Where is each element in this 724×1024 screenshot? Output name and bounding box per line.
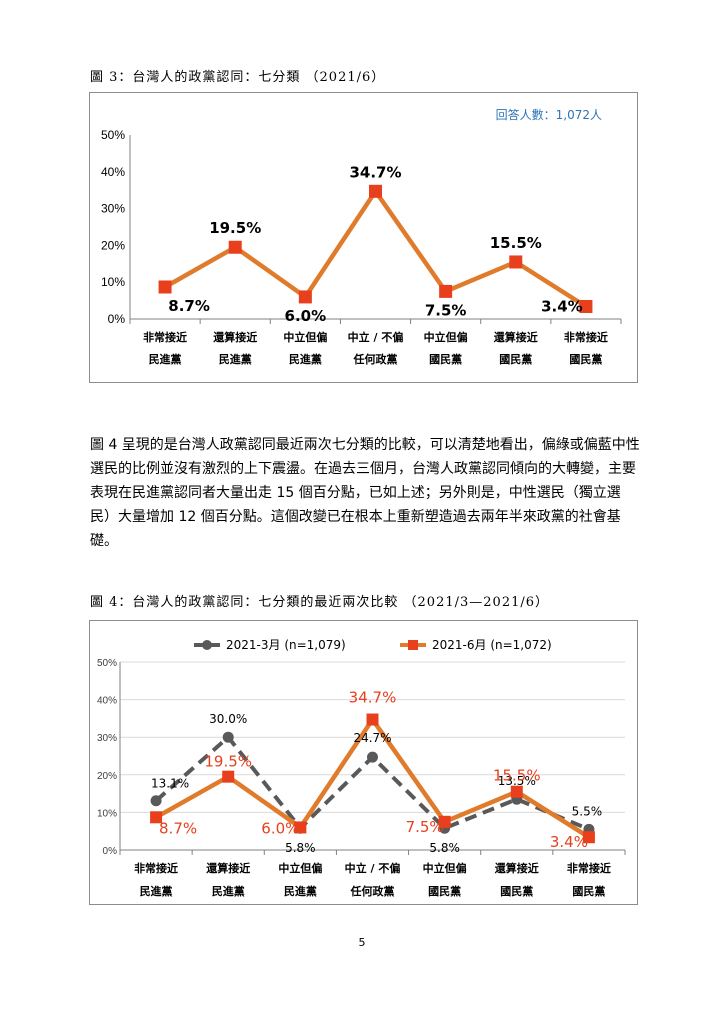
- fig4-series-june-marker: [222, 770, 235, 783]
- fig3-category-label: 國民黨: [499, 352, 532, 366]
- fig4-category-label: 國民黨: [500, 884, 533, 898]
- fig4-category-label: 還算接近: [495, 861, 539, 875]
- fig3-series-marker: [369, 184, 382, 198]
- fig4-category-label: 民進黨: [140, 884, 173, 898]
- fig3-category-label: 國民黨: [569, 352, 602, 366]
- fig3-ytick-label: 0%: [108, 312, 126, 326]
- fig3-category-label: 還算接近: [213, 330, 257, 344]
- fig4-series-march-marker: [367, 751, 378, 763]
- fig4-march-data-label: 5.8%: [429, 841, 460, 855]
- fig4-ytick-label: 50%: [97, 658, 117, 669]
- legend-marker-june: [408, 640, 418, 650]
- fig4-series-march-marker: [150, 795, 162, 807]
- fig3-category-label: 民進黨: [149, 352, 182, 366]
- fig3-data-label: 7.5%: [425, 301, 467, 319]
- fig3-series-marker: [298, 290, 312, 304]
- fig3-ytick-label: 20%: [101, 238, 125, 252]
- fig4-march-data-label: 5.5%: [572, 804, 603, 818]
- fig4-category-label: 中立但偏: [278, 861, 322, 875]
- respondents-label: 回答人數：1,072人: [496, 107, 602, 122]
- legend-label-march: 2021-3月 (n=1,079): [226, 638, 346, 652]
- fig4-category-label: 還算接近: [206, 861, 250, 875]
- fig4-series-june-marker: [366, 713, 379, 726]
- fig3-category-label: 民進黨: [289, 352, 322, 366]
- fig3-series-marker: [579, 299, 593, 313]
- fig4-ytick-label: 0%: [103, 846, 118, 857]
- fig4-ytick-label: 20%: [97, 771, 117, 782]
- fig4-series-june-marker: [150, 811, 163, 824]
- fig3-data-label: 34.7%: [349, 163, 401, 181]
- fig3-ytick-label: 50%: [101, 128, 125, 142]
- fig4-ytick-label: 40%: [97, 696, 117, 707]
- fig4-june-data-label: 6.0%: [261, 819, 299, 837]
- fig3-category-label: 民進黨: [219, 352, 252, 366]
- fig4-series-march-marker: [222, 731, 234, 743]
- fig3-category-label: 還算接近: [494, 330, 538, 344]
- fig4-june-data-label: 3.4%: [550, 833, 588, 851]
- legend-label-june: 2021-6月 (n=1,072): [432, 638, 552, 652]
- fig4-category-label: 非常接近: [567, 861, 611, 875]
- body-paragraph: 圖 4 呈現的是台灣人政黨認同最近兩次七分類的比較，可以清楚地看出，偏綠或偏藍中…: [90, 433, 640, 553]
- fig3-ytick-label: 30%: [101, 202, 125, 216]
- fig3-data-label: 3.4%: [541, 297, 583, 315]
- fig4-ytick-label: 30%: [97, 733, 117, 744]
- fig3-category-label: 中立但偏: [424, 330, 468, 344]
- fig4-june-data-label: 34.7%: [349, 689, 397, 707]
- fig4-category-label: 中立 / 不偏: [345, 861, 401, 875]
- fig4-march-data-label: 24.7%: [353, 731, 391, 745]
- fig4-march-data-label: 13.1%: [151, 777, 189, 791]
- legend-marker-march: [202, 640, 212, 650]
- fig4-category-label: 國民黨: [428, 884, 461, 898]
- page-number: 5: [358, 936, 366, 949]
- fig3-data-label: 8.7%: [168, 297, 210, 315]
- fig4-june-data-label: 7.5%: [406, 818, 444, 836]
- figure3-caption: 圖 3：台灣人的政黨認同：七分類 （2021/6）: [90, 70, 386, 85]
- fig3-series-marker: [509, 255, 523, 269]
- fig4-category-label: 民進黨: [284, 884, 317, 898]
- fig3-series-marker: [228, 240, 242, 254]
- fig4-june-data-label: 19.5%: [204, 753, 252, 771]
- fig4-march-data-label: 13.5%: [498, 774, 536, 788]
- fig4-march-data-label: 5.8%: [285, 841, 316, 855]
- fig3-category-label: 中立但偏: [283, 330, 327, 344]
- fig4-march-data-label: 30.0%: [209, 712, 247, 726]
- fig3-ytick-label: 40%: [101, 165, 125, 179]
- fig4-june-data-label: 15.5%: [493, 767, 541, 785]
- fig4-category-label: 民進黨: [212, 884, 245, 898]
- fig3-series-marker: [158, 280, 172, 294]
- figure4-chart: 0% 10% 20% 30% 40% 50% 非常接近民進黨 還算接近民進黨 中立但偏民進黨 中立…: [89, 620, 638, 905]
- fig3-data-label: 6.0%: [285, 307, 327, 325]
- fig3-category-label: 國民黨: [429, 352, 462, 366]
- fig4-series-june-marker: [510, 785, 523, 798]
- fig3-category-label: 中立 / 不偏: [348, 330, 404, 344]
- fig4-category-label: 中立但偏: [423, 861, 467, 875]
- fig4-series-june-marker: [438, 815, 451, 828]
- fig3-category-label: 非常接近: [564, 330, 608, 344]
- fig3-data-label: 19.5%: [209, 219, 261, 237]
- fig3-data-label: 15.5%: [490, 234, 542, 252]
- fig3-series-marker: [439, 284, 453, 298]
- figure4-caption: 圖 4：台灣人的政黨認同：七分類的最近兩次比較 （2021/3—2021/6）: [90, 595, 550, 610]
- fig4-ytick-label: 10%: [97, 808, 117, 819]
- fig4-june-data-label: 8.7%: [159, 819, 197, 837]
- fig3-category-label: 任何政黨: [353, 352, 398, 366]
- paragraph-text: 圖 4 呈現的是台灣人政黨認同最近兩次七分類的比較，可以清楚地看出，偏綠或偏藍中…: [90, 437, 640, 549]
- fig3-category-label: 非常接近: [143, 330, 187, 344]
- fig4-series-june-marker: [294, 821, 307, 834]
- fig4-series-june-marker: [582, 831, 595, 844]
- fig3-ytick-label: 10%: [101, 275, 125, 289]
- fig4-category-label: 國民黨: [572, 884, 605, 898]
- fig4-category-label: 非常接近: [134, 861, 178, 875]
- figure3-chart: 回答人數：1,072人 0% 10% 20% 30% 40% 50% 非常接近民進黨 還算接近民…: [89, 92, 638, 383]
- fig4-category-label: 任何政黨: [350, 884, 395, 898]
